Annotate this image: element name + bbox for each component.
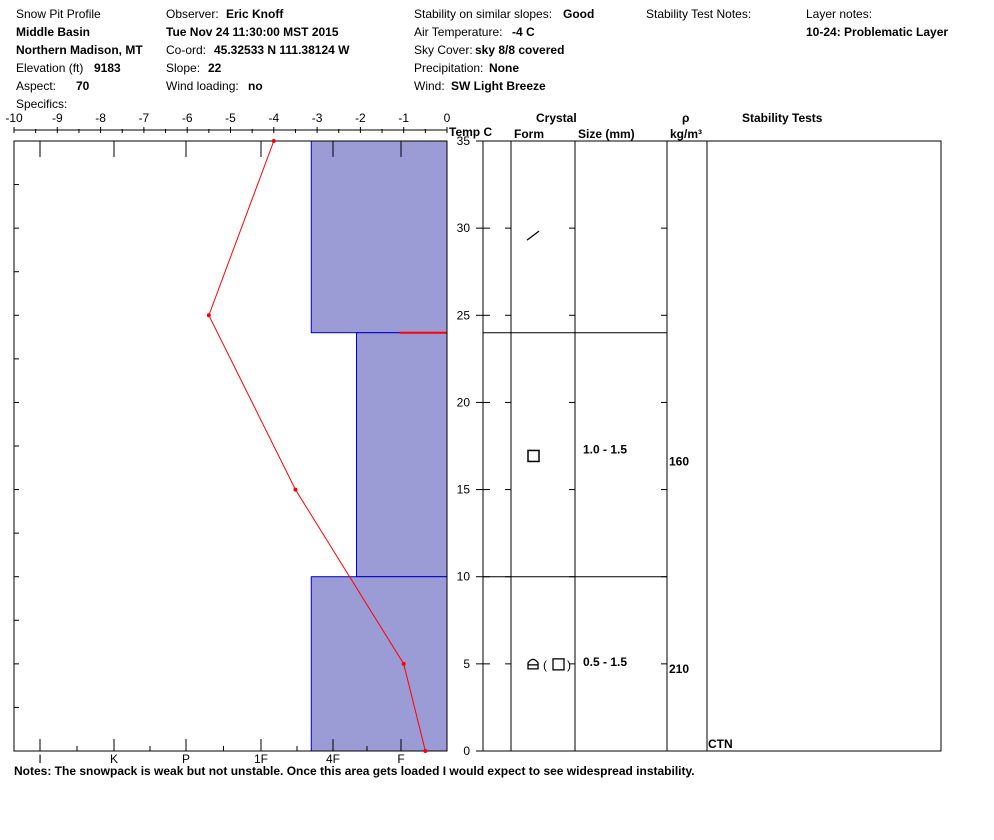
- crystal-size-label: 1.0 - 1.5: [583, 442, 627, 456]
- coord-label: Co-ord:: [166, 43, 207, 57]
- faceted-secondary-icon: [552, 658, 565, 671]
- hardness-tick-label: F: [397, 752, 404, 766]
- layer-notes-value: 10-24: Problematic Layer: [806, 25, 949, 39]
- elevation-label: Elevation (ft): [16, 61, 84, 75]
- temp-tick-label: -3: [312, 111, 323, 125]
- datetime-value: Tue Nov 24 11:30:00 MST 2015: [166, 25, 339, 39]
- depth-tick-label: 35: [457, 134, 471, 148]
- depth-tick-label: 30: [457, 221, 471, 235]
- temp-tick-label: -7: [139, 111, 150, 125]
- wind-loading-value: no: [248, 79, 263, 93]
- hardness-tick-label: 4F: [326, 752, 340, 766]
- precip-value: None: [489, 61, 519, 75]
- temp-tick-label: -1: [398, 111, 409, 125]
- notes-text: Notes: The snowpack is weak but not unst…: [14, 764, 695, 778]
- temp-tick-label: -2: [355, 111, 366, 125]
- depth-tick-label: 10: [457, 570, 471, 584]
- air-temp-value: -4 C: [512, 25, 535, 39]
- temp-tick-label: 0: [444, 111, 451, 125]
- hardness-tick-label: 1F: [254, 752, 268, 766]
- temp-tick-label: -8: [95, 111, 106, 125]
- air-temp-label: Air Temperature:: [414, 25, 503, 39]
- hardness-tick-label: I: [38, 752, 41, 766]
- stability-label: Stability on similar slopes:: [414, 7, 553, 21]
- depth-tick-label: 25: [457, 308, 471, 322]
- density-value: 210: [669, 662, 689, 676]
- observer-value: Eric Knoff: [226, 7, 284, 21]
- temp-tick-label: -10: [5, 111, 23, 125]
- temp-tick-label: -5: [225, 111, 236, 125]
- profile-title: Snow Pit Profile: [16, 7, 101, 21]
- form-header: Form: [514, 127, 544, 141]
- depth-tick-label: 5: [463, 657, 470, 671]
- depth-hoar-icon: [527, 658, 539, 670]
- crystal-size-label: 0.5 - 1.5: [583, 655, 627, 669]
- crystal-header: Crystal: [536, 111, 577, 125]
- depth-hoar-shape: [527, 658, 539, 670]
- hardness-tick-label: P: [182, 752, 190, 766]
- aspect-label: Aspect:: [16, 79, 57, 93]
- stability-tests-header: Stability Tests: [742, 111, 823, 125]
- temp-tick-label: -4: [268, 111, 279, 125]
- temperature-point: [206, 313, 211, 318]
- density-header: ρ: [682, 111, 690, 125]
- observer-label: Observer:: [166, 7, 219, 21]
- specifics-label: Specifics:: [16, 97, 68, 111]
- temp-axis-label: Temp C: [449, 125, 493, 139]
- hardness-layer-bar: [310, 140, 448, 334]
- slope-value: 22: [208, 61, 222, 75]
- depth-tick-label: 20: [457, 395, 471, 409]
- sky-value: sky 8/8 covered: [475, 43, 565, 57]
- precip-particle-icon: [526, 230, 540, 241]
- elevation-value: 9183: [94, 61, 121, 75]
- wind-label: Wind:: [414, 79, 445, 93]
- stability-notes-label: Stability Test Notes:: [646, 7, 752, 21]
- temp-tick-label: -6: [182, 111, 193, 125]
- density-unit: kg/m³: [670, 127, 703, 141]
- temperature-point: [293, 487, 298, 492]
- depth-tick-label: 0: [463, 744, 470, 758]
- sky-label: Sky Cover:: [414, 43, 473, 57]
- layer-table-frame: [482, 140, 942, 752]
- temperature-point: [401, 661, 406, 666]
- temperature-point: [271, 139, 276, 143]
- layer-notes-label: Layer notes:: [806, 7, 873, 21]
- wind-value: SW Light Breeze: [451, 79, 546, 93]
- wind-loading-label: Wind loading:: [166, 79, 239, 93]
- aspect-value: 70: [76, 79, 90, 93]
- depth-tick-label: 15: [457, 483, 471, 497]
- stability-test-label: CTN: [708, 737, 733, 751]
- region-name: Northern Madison, MT: [16, 43, 143, 57]
- paren-close: ): [567, 658, 571, 672]
- hardness-layer-bar: [356, 332, 448, 578]
- temperature-point: [423, 749, 428, 753]
- stability-value: Good: [563, 7, 595, 21]
- location-name: Middle Basin: [16, 25, 91, 39]
- density-value: 160: [669, 455, 689, 469]
- hardness-layer-bar: [310, 576, 448, 752]
- temp-tick-label: -9: [52, 111, 63, 125]
- paren-open: (: [543, 658, 547, 672]
- size-header: Size (mm): [578, 127, 635, 141]
- slope-label: Slope:: [166, 61, 201, 75]
- coord-value: 45.32533 N 111.38124 W: [214, 43, 350, 57]
- faceted-crystal-icon: [527, 449, 540, 463]
- hardness-tick-label: K: [110, 752, 118, 766]
- precip-label: Precipitation:: [414, 61, 484, 75]
